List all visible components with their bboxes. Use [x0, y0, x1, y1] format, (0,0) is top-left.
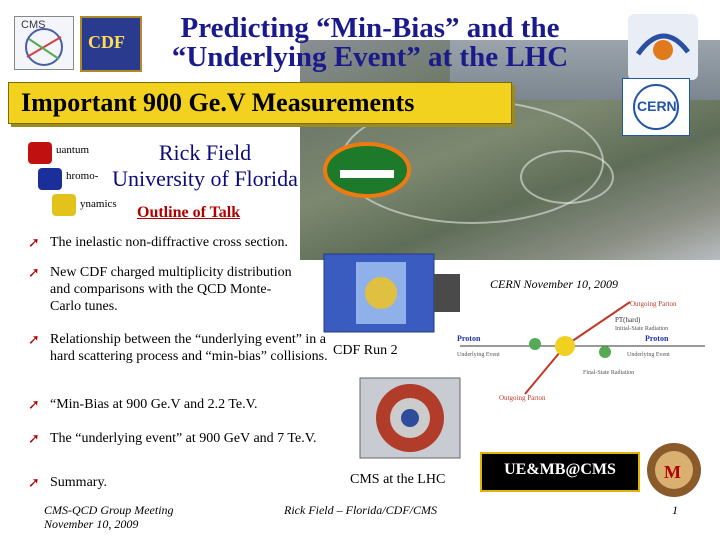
- headline-banner: Important 900 Ge.V Measurements: [8, 82, 512, 124]
- footer-meeting: CMS-QCD Group Meeting November 10, 2009: [44, 503, 174, 531]
- cern-date-label: CERN November 10, 2009: [490, 277, 618, 291]
- qcd-c-letter: [38, 168, 62, 190]
- bullet-text: Summary.: [50, 475, 108, 490]
- cdf-logo: CDF: [80, 16, 142, 72]
- bullet-text: The inelastic non-diffractive cross sect…: [50, 235, 289, 250]
- bullet-arrow-icon: ➚: [28, 397, 40, 413]
- footer-meeting-name: CMS-QCD Group Meeting: [44, 503, 174, 517]
- underlying-left-label: Underlying Event: [457, 352, 500, 358]
- cms-lhc-label: CMS at the LHC: [350, 472, 446, 487]
- cern-logo-text: CERN: [637, 98, 677, 114]
- cms-logo-graphic: [25, 28, 63, 66]
- banner-text: Important 900 Ge.V Measurements: [21, 88, 415, 117]
- proton-left-label: Proton: [457, 334, 481, 343]
- parton-diagram: Proton Proton Outgoing Parton PT(hard) I…: [455, 294, 720, 410]
- author-affiliation: University of Florida: [112, 166, 298, 191]
- title-line-2: “Underlying Event” at the LHC: [171, 41, 569, 73]
- bullet-arrow-icon: ➚: [28, 431, 40, 447]
- qcd-logo: uantum hromo- ynamics: [28, 140, 138, 222]
- author-block: Rick Field University of Florida: [95, 140, 315, 192]
- footer-meeting-date: November 10, 2009: [44, 517, 139, 531]
- bullet-text: New CDF charged multiplicity distributio…: [50, 265, 292, 314]
- bullet-arrow-icon: ➚: [28, 235, 40, 251]
- cdf-detector-graphic: [323, 253, 460, 333]
- bullet-text: Relationship between the “underlying eve…: [50, 332, 328, 364]
- cms-logo-text: CMS: [21, 19, 46, 31]
- svg-text:M: M: [664, 462, 681, 482]
- footer-author: Rick Field – Florida/CDF/CMS: [284, 503, 437, 517]
- ue-mb-badge: UE&MB@CMS: [480, 452, 640, 492]
- cern-logo: CERN: [622, 78, 690, 136]
- sps-ring-overlay: [520, 150, 614, 204]
- gator-graphic: [323, 142, 411, 198]
- bullet-item: ➚ The “underlying event” at 900 GeV and …: [28, 430, 318, 447]
- qcd-c-word: hromo-: [66, 170, 99, 182]
- cdf-logo-text: CDF: [88, 32, 125, 52]
- cern-logo-graphic: [633, 84, 679, 130]
- qcd-q-letter: [28, 142, 52, 164]
- uf-mascot-graphic: M: [647, 443, 701, 497]
- qcd-d-word: ynamics: [80, 198, 117, 210]
- author-name: Rick Field: [158, 140, 252, 165]
- qcd-q-word: uantum: [56, 144, 89, 156]
- outgoing-top-label: Outgoing Parton: [630, 300, 677, 308]
- uf-physics-graphic: [635, 33, 690, 60]
- bullet-item: ➚ The inelastic non-diffractive cross se…: [28, 234, 348, 251]
- uf-physics-logo: [628, 14, 698, 80]
- pt-hard-label: PT(hard): [615, 316, 641, 324]
- cdf-detector-image: [316, 244, 466, 339]
- bullet-item: ➚ Relationship between the “underlying e…: [28, 331, 328, 365]
- page-number: 1: [672, 503, 678, 517]
- bullet-arrow-icon: ➚: [28, 475, 40, 491]
- gator-logo: [322, 140, 412, 200]
- bullet-item: ➚ Summary.: [28, 474, 168, 491]
- bullet-arrow-icon: ➚: [28, 265, 40, 281]
- outline-heading[interactable]: Outline of Talk: [137, 204, 241, 221]
- initial-state-label: Initial-State Radiation: [615, 326, 669, 332]
- title-line-1: Predicting “Min-Bias” and the: [180, 12, 560, 44]
- uf-mascot-logo: M: [644, 440, 704, 500]
- parton-diagram-graphic: [460, 301, 705, 395]
- cms-detector-graphic: [359, 377, 461, 459]
- bullet-item: ➚ New CDF charged multiplicity distribut…: [28, 264, 298, 315]
- bullet-arrow-icon: ➚: [28, 332, 40, 348]
- underlying-right-label: Underlying Event: [627, 352, 670, 358]
- bullet-text: The “underlying event” at 900 GeV and 7 …: [50, 431, 317, 446]
- cms-detector-image: [356, 372, 464, 464]
- cms-logo: CMS: [14, 16, 74, 70]
- final-state-label: Final-State Radiation: [583, 370, 635, 376]
- proton-right-label: Proton: [645, 334, 669, 343]
- bullet-item: ➚ “Min-Bias at 900 Ge.V and 2.2 Te.V.: [28, 396, 348, 413]
- qcd-d-letter: [52, 194, 76, 216]
- bullet-text: “Min-Bias at 900 Ge.V and 2.2 Te.V.: [50, 397, 258, 412]
- slide-title: Predicting “Min-Bias” and the “Underlyin…: [150, 14, 590, 72]
- outgoing-bottom-label: Outgoing Parton: [499, 394, 546, 402]
- cdf-run2-label: CDF Run 2: [333, 343, 398, 358]
